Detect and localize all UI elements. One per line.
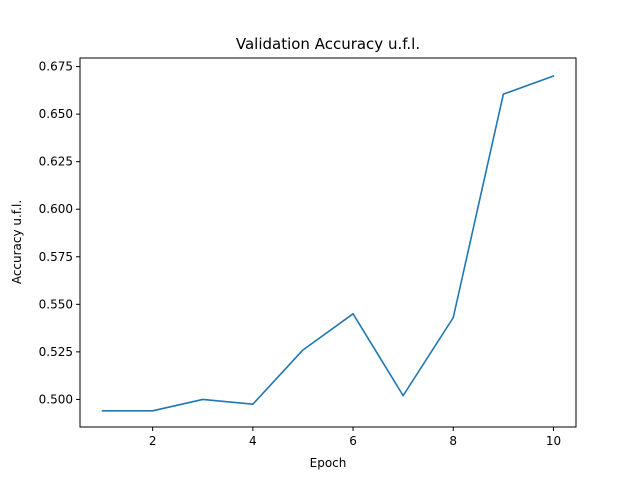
- y-tick-label: 0.675: [39, 60, 73, 74]
- chart-title: Validation Accuracy u.f.l.: [236, 35, 420, 53]
- x-tick-label: 10: [546, 434, 561, 448]
- x-tick-label: 4: [249, 434, 257, 448]
- y-tick-label: 0.650: [39, 107, 73, 121]
- series-line: [101, 75, 555, 412]
- y-tick-label: 0.575: [39, 250, 73, 264]
- plot-frame: [79, 57, 577, 428]
- y-axis-label: Accuracy u.f.l.: [10, 200, 24, 284]
- y-axis-ticks: 0.500 0.525 0.550 0.575 0.600 0.625 0.650 0.675: [39, 60, 80, 406]
- y-tick-label: 0.525: [39, 345, 73, 359]
- x-tick-label: 8: [449, 434, 457, 448]
- x-tick-label: 2: [149, 434, 157, 448]
- y-tick-label: 0.600: [39, 202, 73, 216]
- x-axis-ticks: 2 4 6 8 10: [149, 427, 561, 448]
- x-axis-label: Epoch: [310, 456, 347, 470]
- y-tick-label: 0.625: [39, 155, 73, 169]
- y-tick-label: 0.550: [39, 297, 73, 311]
- plot-area: [101, 75, 555, 412]
- y-tick-label: 0.500: [39, 392, 73, 406]
- x-tick-label: 6: [349, 434, 357, 448]
